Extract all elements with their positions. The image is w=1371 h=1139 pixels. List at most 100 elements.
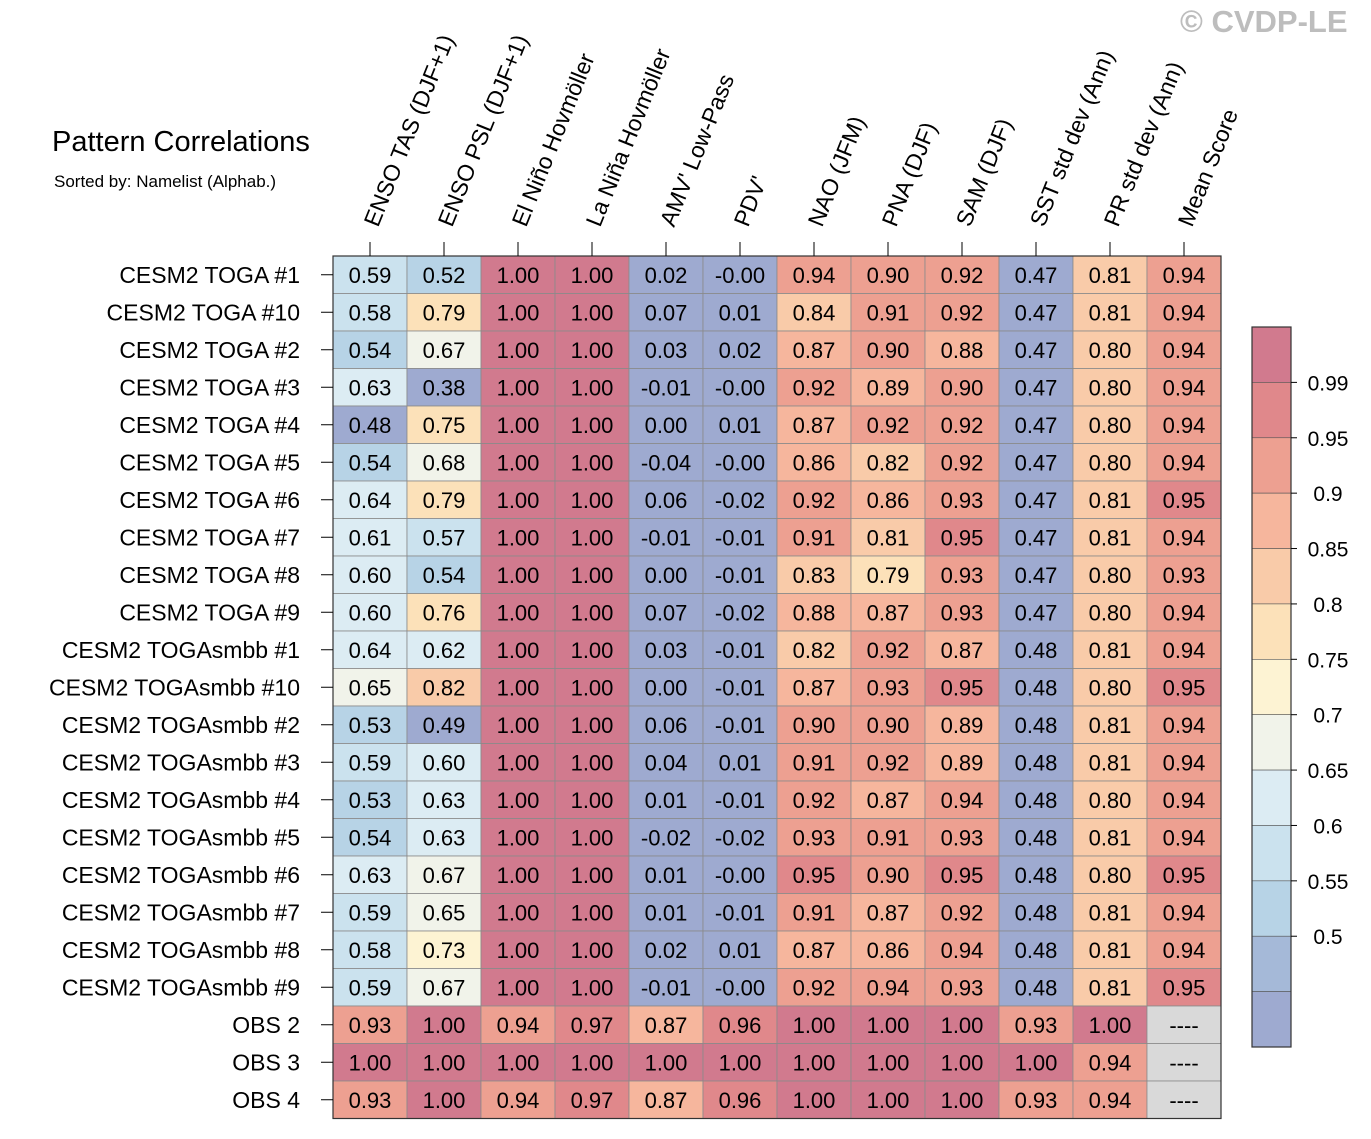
cell-value-label: 0.02 xyxy=(645,938,688,963)
heatmap-cell xyxy=(480,780,556,819)
cell-value-label: 0.48 xyxy=(349,413,392,438)
colorbar-label: 0.65 xyxy=(1308,760,1349,783)
heatmap-cell xyxy=(406,1005,482,1044)
cell-value-label: 1.00 xyxy=(571,263,614,288)
cell-value-label: 0.67 xyxy=(423,338,466,363)
cell-value-label: 0.95 xyxy=(941,863,984,888)
heatmap-cell xyxy=(554,518,630,557)
cell-value-label: -0.01 xyxy=(641,525,691,550)
heatmap-cell xyxy=(998,743,1074,782)
heatmap-cell xyxy=(480,743,556,782)
cell-value-label: ---- xyxy=(1169,1013,1198,1038)
cell-value-label: 1.00 xyxy=(497,600,540,625)
cell-value-label: 0.47 xyxy=(1015,375,1058,400)
row-label: CESM2 TOGA #9 xyxy=(119,599,300,625)
heatmap-cell xyxy=(1146,518,1222,557)
heatmap-cell xyxy=(332,930,408,969)
cell-value-label: 0.92 xyxy=(941,450,984,475)
heatmap-cell xyxy=(776,293,852,332)
heatmap-cell xyxy=(554,893,630,932)
heatmap-cell xyxy=(628,855,704,894)
heatmap-cell xyxy=(554,818,630,857)
heatmap-cell xyxy=(406,1043,482,1082)
column-label: Mean Score xyxy=(1173,105,1244,230)
cell-value-label: 0.60 xyxy=(423,750,466,775)
heatmap-cell xyxy=(998,480,1074,519)
row-label: CESM2 TOGAsmbb #3 xyxy=(62,749,300,775)
cell-value-label: 1.00 xyxy=(867,1088,910,1113)
heatmap-cell xyxy=(1072,368,1148,407)
heatmap-cell xyxy=(924,818,1000,857)
cell-value-label: 0.80 xyxy=(1089,600,1132,625)
cell-value-label: 1.00 xyxy=(793,1088,836,1113)
heatmap-cell xyxy=(702,293,778,332)
cell-value-label: 1.00 xyxy=(571,525,614,550)
heatmap-cell xyxy=(1146,1005,1222,1044)
heatmap-cell xyxy=(1072,480,1148,519)
heatmap-cell xyxy=(702,518,778,557)
cell-value-label: 0.58 xyxy=(349,938,392,963)
cell-value-label: 0.48 xyxy=(1015,750,1058,775)
heatmap-cell xyxy=(406,630,482,669)
heatmap-cell xyxy=(332,1043,408,1082)
heatmap-cell xyxy=(554,743,630,782)
heatmap-cell xyxy=(702,593,778,632)
cell-value-label: 0.94 xyxy=(941,788,984,813)
cell-value-label: 1.00 xyxy=(349,1050,392,1075)
cell-value-label: 0.01 xyxy=(645,788,688,813)
heatmap-cell xyxy=(1072,930,1148,969)
heatmap-cell xyxy=(702,368,778,407)
heatmap-cell xyxy=(1072,255,1148,294)
heatmap-cell xyxy=(1146,968,1222,1007)
cell-value-label: 0.90 xyxy=(867,338,910,363)
cell-value-label: 0.47 xyxy=(1015,600,1058,625)
heatmap-cell xyxy=(702,855,778,894)
heatmap-cell xyxy=(332,293,408,332)
cell-value-label: 0.95 xyxy=(793,863,836,888)
heatmap-cell xyxy=(406,855,482,894)
cell-value-label: -0.02 xyxy=(715,488,765,513)
heatmap-cell xyxy=(998,518,1074,557)
heatmap-cell xyxy=(406,480,482,519)
cell-value-label: 0.87 xyxy=(867,600,910,625)
colorbar-bin xyxy=(1251,603,1292,660)
cell-value-label: -0.01 xyxy=(715,563,765,588)
heatmap-cell xyxy=(554,555,630,594)
cell-value-label: 0.94 xyxy=(1163,338,1206,363)
colorbar-bin xyxy=(1251,382,1292,439)
cell-value-label: 0.47 xyxy=(1015,338,1058,363)
cell-value-label: 0.75 xyxy=(423,413,466,438)
cell-value-label: 0.48 xyxy=(1015,713,1058,738)
cell-value-label: -0.02 xyxy=(641,825,691,850)
cell-value-label: 0.48 xyxy=(1015,900,1058,925)
heatmap-cell xyxy=(702,555,778,594)
heatmap-cell xyxy=(406,443,482,482)
heatmap-cell xyxy=(924,968,1000,1007)
column-label: El Niño Hovmöller xyxy=(507,49,600,230)
heatmap-cell xyxy=(776,368,852,407)
row-label: CESM2 TOGAsmbb #8 xyxy=(62,937,300,963)
heatmap-cell xyxy=(776,930,852,969)
heatmap-cell xyxy=(332,405,408,444)
cell-value-label: 0.90 xyxy=(867,863,910,888)
cell-value-label: 1.00 xyxy=(571,488,614,513)
heatmap-cell xyxy=(850,668,926,707)
cell-value-label: 0.64 xyxy=(349,488,392,513)
cell-value-label: 1.00 xyxy=(571,713,614,738)
heatmap-cell xyxy=(998,630,1074,669)
cell-value-label: 0.81 xyxy=(1089,900,1132,925)
heatmap-cell xyxy=(776,1005,852,1044)
cell-value-label: 0.87 xyxy=(645,1088,688,1113)
cell-value-label: 0.94 xyxy=(867,975,910,1000)
heatmap-cell xyxy=(998,555,1074,594)
row-label: CESM2 TOGAsmbb #7 xyxy=(62,899,300,925)
cell-value-label: 0.88 xyxy=(793,600,836,625)
heatmap-cell xyxy=(776,668,852,707)
cell-value-label: 0.48 xyxy=(1015,863,1058,888)
cell-value-label: 0.94 xyxy=(1163,825,1206,850)
heatmap-cell xyxy=(554,330,630,369)
cell-value-label: 0.93 xyxy=(941,600,984,625)
heatmap-cell xyxy=(850,1005,926,1044)
heatmap-cell xyxy=(998,855,1074,894)
cell-value-label: 0.87 xyxy=(941,638,984,663)
